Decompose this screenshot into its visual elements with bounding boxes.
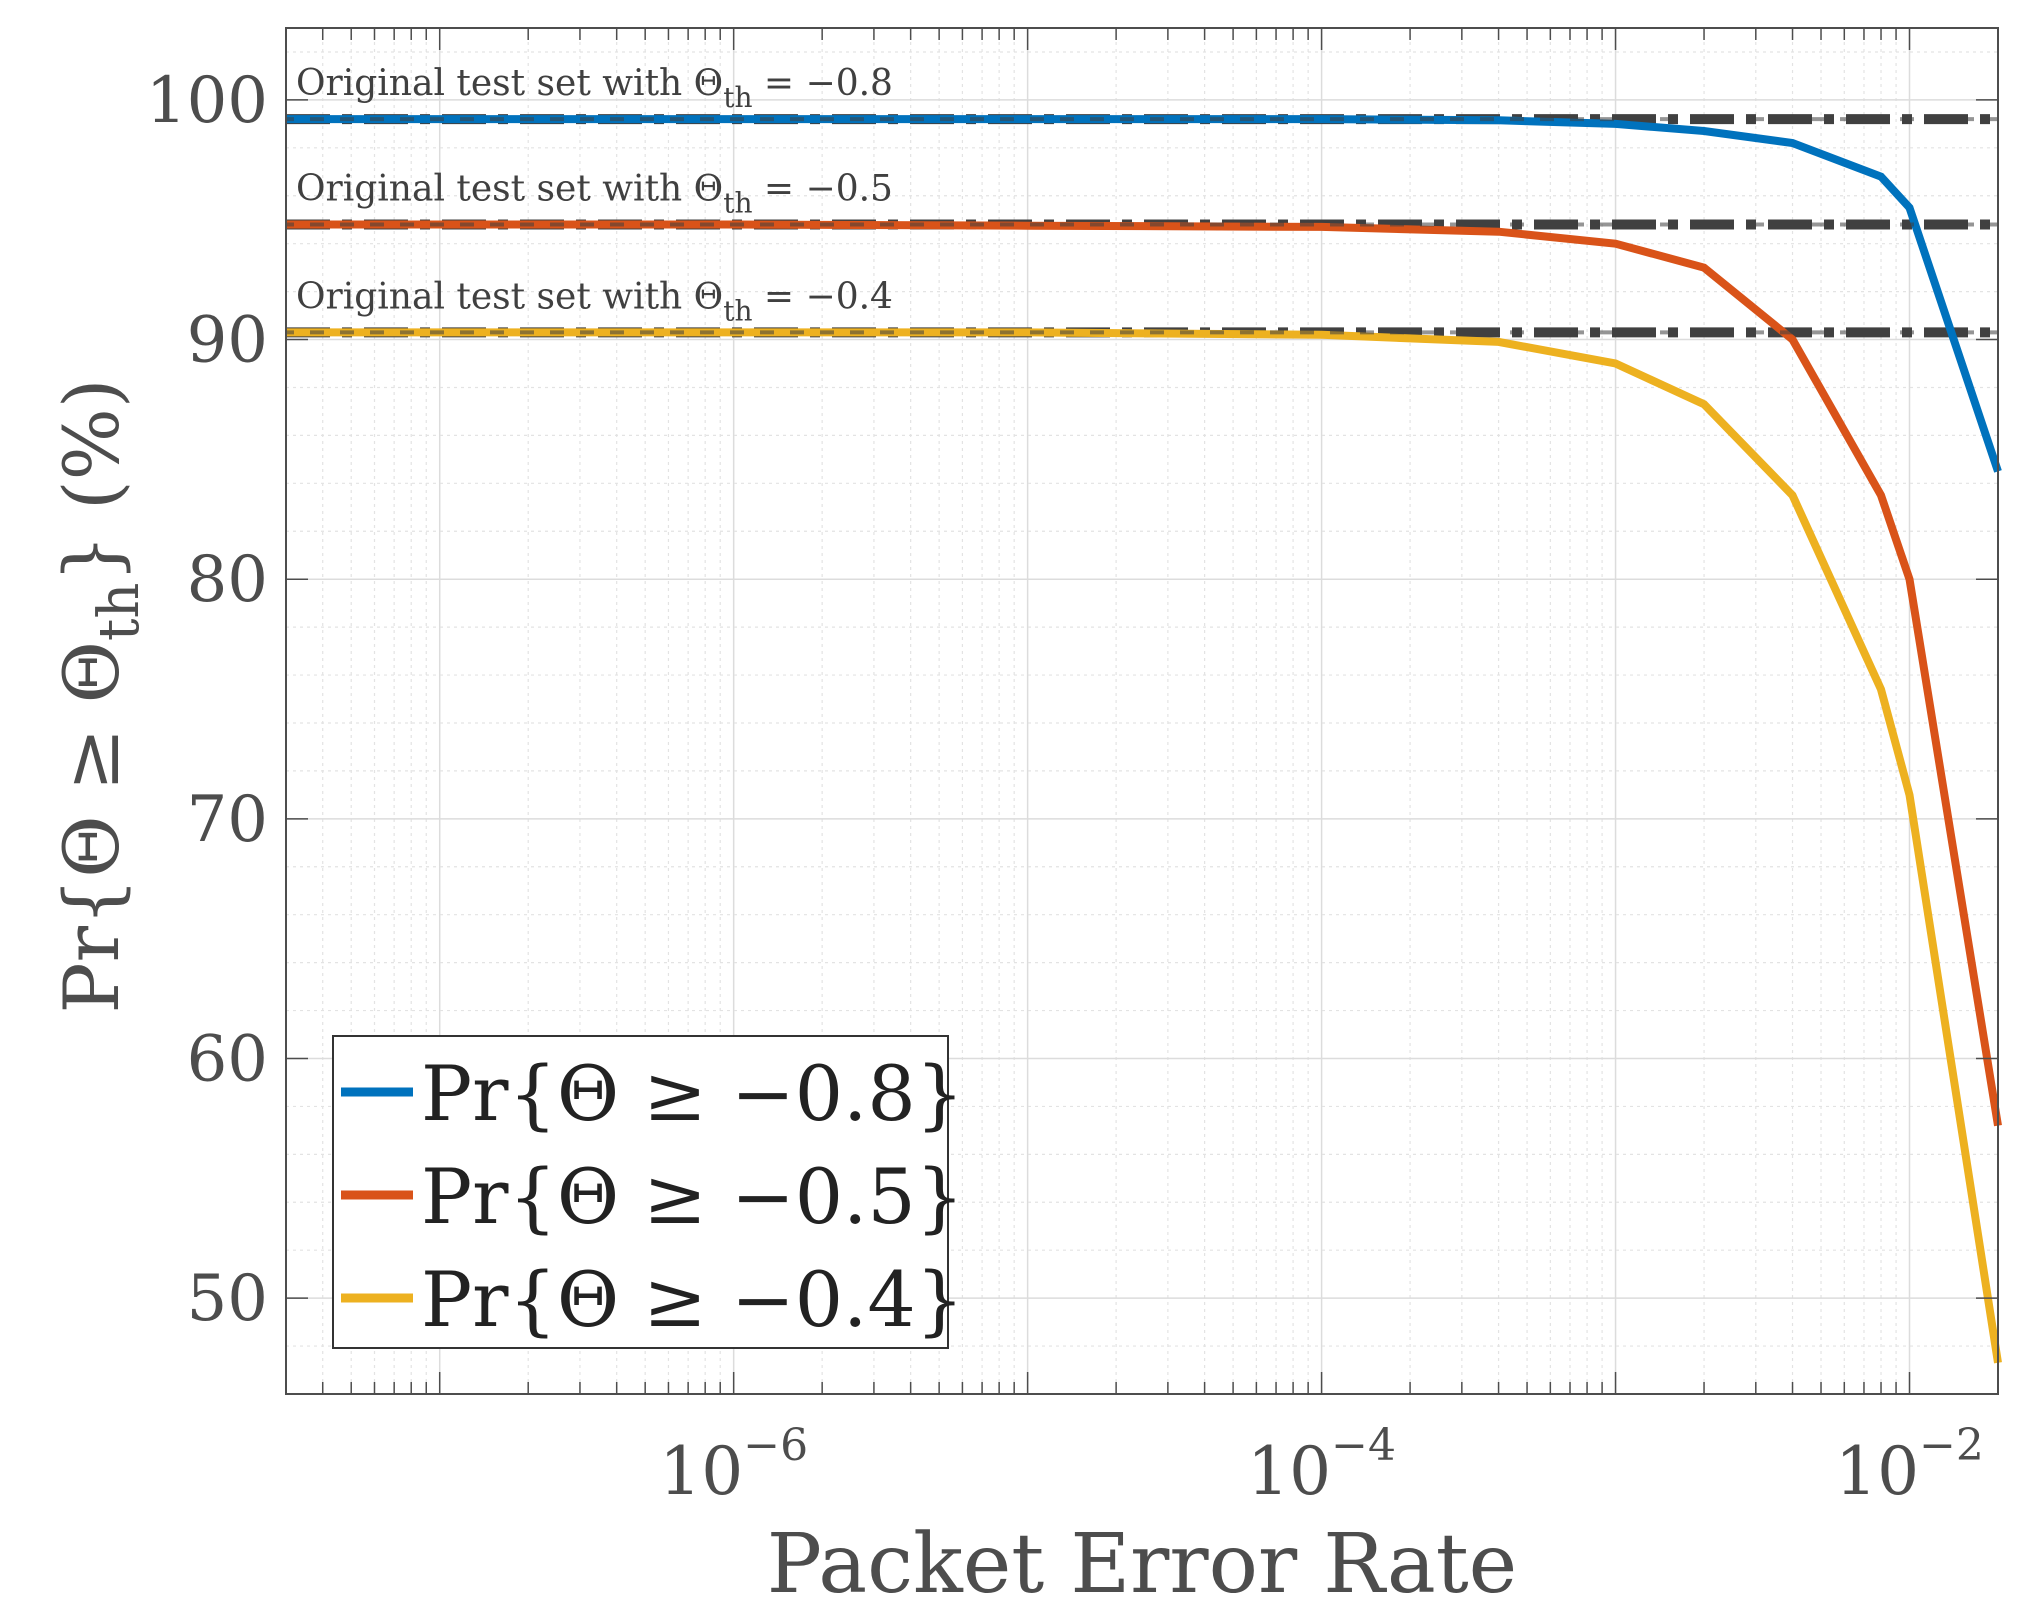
x-axis-title: Packet Error Rate <box>767 1517 1517 1609</box>
y-tick-label: 90 <box>187 304 268 378</box>
axis-labels: 50 60 70 80 90 100 10−6 10−4 10−2 Packet Error Ra… <box>47 64 1984 1609</box>
y-axis-title: Pr{Θ ≥ Θth} (%) <box>47 378 152 1013</box>
legend-box <box>332 1035 949 1349</box>
reference-line-label: Original test set with Θth = −0.8 <box>296 63 893 114</box>
y-tick-label: 70 <box>187 783 268 857</box>
legend: Pr{Θ ≥ −0.8} Pr{Θ ≥ −0.5} Pr{Θ ≥ −0.4} <box>332 1035 964 1349</box>
y-tick-label: 60 <box>187 1022 268 1096</box>
reference-lines: Original test set with Θth = −0.8 Origina… <box>286 63 1998 338</box>
series-line-2 <box>286 220 2002 1127</box>
plot-frame <box>285 27 1999 1395</box>
legend-label: Pr{Θ ≥ −0.8} <box>421 1049 964 1138</box>
y-tick-label: 100 <box>146 64 268 138</box>
x-tick-label: 10−2 <box>1835 1420 1984 1510</box>
legend-label: Pr{Θ ≥ −0.4} <box>421 1255 964 1344</box>
legend-label: Pr{Θ ≥ −0.5} <box>421 1152 964 1241</box>
series-lines <box>286 115 2002 1364</box>
reference-line-label: Original test set with Θth = −0.5 <box>296 169 893 220</box>
y-tick-label: 50 <box>187 1262 268 1336</box>
series-line-1 <box>286 115 2002 473</box>
y-tick-label: 80 <box>187 543 268 617</box>
grid <box>285 28 1999 1395</box>
x-tick-label: 10−4 <box>1247 1420 1396 1510</box>
axes <box>285 28 1999 1394</box>
reference-line-label: Original test set with Θth = −0.4 <box>296 276 893 327</box>
series-line-3 <box>286 328 2002 1364</box>
x-tick-label: 10−6 <box>659 1420 808 1510</box>
